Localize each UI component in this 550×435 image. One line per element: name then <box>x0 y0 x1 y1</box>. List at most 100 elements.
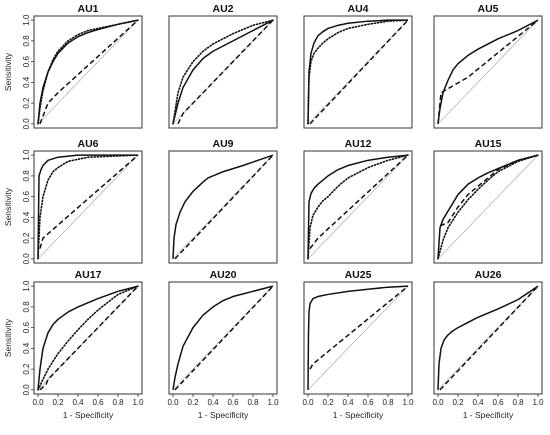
panel-title: AU12 <box>345 138 372 150</box>
roc-curve-solid <box>437 154 539 259</box>
panel-title: AU15 <box>475 138 502 150</box>
plot-frame <box>33 150 143 264</box>
x-axis-label: 1 - Specificity <box>198 410 249 420</box>
chance-diagonal-line <box>172 19 274 125</box>
x-tick-label: 0.6 <box>92 398 104 407</box>
plot-frame <box>168 150 278 264</box>
panel-title: AU25 <box>345 269 372 281</box>
x-axis-label: 1 - Specificity <box>333 410 384 420</box>
roc-curve-dashed <box>39 19 139 125</box>
y-tick-label: 0.4 <box>22 211 31 223</box>
chance-diagonal-line <box>172 154 274 260</box>
plot-frame <box>433 150 543 264</box>
y-tick-label: 0.2 <box>22 363 31 375</box>
roc-curve-dotted <box>437 154 539 260</box>
chance-diagonal-line <box>172 285 274 391</box>
chance-diagonal-line <box>37 154 139 260</box>
roc-curve-dotted <box>37 19 139 125</box>
chance-diagonal-line <box>437 154 539 260</box>
roc-curve-dotted <box>307 154 409 260</box>
y-axis-label: Sensitivity <box>3 318 13 357</box>
roc-panel-au1: AU1 0.0 0.2 0.4 0.6 0.8 1.0 Sensitivity <box>3 3 143 130</box>
y-tick-label: 0.2 <box>22 97 31 109</box>
x-tick-label: 1.0 <box>532 398 544 407</box>
x-tick-label: 1.0 <box>267 398 279 407</box>
roc-curve-solid <box>37 154 138 259</box>
x-tick-label: 0.0 <box>32 398 44 407</box>
roc-curve-dashed <box>174 285 274 391</box>
y-axis-label: Sensitivity <box>3 52 13 91</box>
x-tick-label: 0.6 <box>362 398 374 407</box>
roc-curve-dotted <box>307 19 409 125</box>
roc-curve-solid <box>172 285 274 390</box>
panel-title: AU26 <box>475 269 502 281</box>
x-tick-label: 0.8 <box>512 398 524 407</box>
roc-curve-solid <box>172 154 274 259</box>
x-tick-label: 0.2 <box>187 398 199 407</box>
x-tick-label: 0.4 <box>72 398 84 407</box>
panel-title: AU9 <box>212 138 233 150</box>
panel-title: AU6 <box>77 138 98 150</box>
plot-frame <box>168 15 278 129</box>
roc-curve-dashed <box>309 19 409 125</box>
roc-curve-dotted <box>172 19 274 125</box>
y-tick-label: 0.2 <box>22 232 31 244</box>
x-axis-label: 1 - Specificity <box>463 410 514 420</box>
y-tick-label: 1.0 <box>22 280 31 292</box>
plot-frame <box>433 281 543 395</box>
chance-diagonal-line <box>37 285 139 391</box>
roc-panel-au15: AU15 <box>433 138 543 264</box>
panel-title: AU4 <box>347 3 368 15</box>
roc-curve-solid <box>37 285 139 390</box>
y-axis-label: Sensitivity <box>3 187 13 226</box>
roc-curve-solid <box>307 19 408 124</box>
x-tick-label: 0.8 <box>112 398 124 407</box>
roc-panel-au4: AU4 <box>303 3 413 129</box>
roc-curve-dashed <box>39 154 139 249</box>
plot-frame <box>168 281 278 395</box>
roc-curve-dotted <box>37 285 139 391</box>
roc-panel-au2: AU2 <box>168 3 278 129</box>
y-tick-label: 0.6 <box>22 322 31 334</box>
x-tick-label: 0.0 <box>302 398 314 407</box>
x-tick-label: 0.4 <box>472 398 484 407</box>
x-tick-label: 0.6 <box>227 398 239 407</box>
roc-panel-au17: AU17 0.0 0.2 0.4 0.6 0.8 1.0 Sensitivity 0.0 0.2 0… <box>3 269 144 420</box>
x-tick-label: 0.8 <box>247 398 259 407</box>
y-tick-label: 0.8 <box>22 170 31 182</box>
y-tick-label: 0.0 <box>22 118 31 130</box>
y-tick-label: 0.8 <box>22 35 31 47</box>
roc-curve-dotted <box>37 154 139 260</box>
panel-title: AU17 <box>75 269 102 281</box>
chance-diagonal-line <box>307 19 409 125</box>
chance-diagonal-line <box>437 19 539 125</box>
roc-curve-solid <box>437 19 539 124</box>
roc-panel-au9: AU9 <box>168 138 278 264</box>
roc-panel-au25: AU25 0.0 0.2 0.4 0.6 0.8 1.0 1 - Specificity <box>302 269 414 420</box>
roc-panel-au6: AU6 0.0 0.2 0.4 0.6 0.8 1.0 Sensitivity <box>3 138 143 264</box>
x-tick-label: 0.8 <box>382 398 394 407</box>
plot-frame <box>303 281 413 395</box>
roc-curve-dashed <box>309 154 409 249</box>
x-tick-label: 0.2 <box>322 398 334 407</box>
x-tick-label: 1.0 <box>402 398 414 407</box>
roc-curve-solid <box>307 285 409 390</box>
roc-curve-dashed <box>309 285 409 370</box>
plot-frame <box>303 15 413 129</box>
roc-curve-solid <box>172 19 274 125</box>
roc-curve-dashed <box>439 285 539 391</box>
plot-frame <box>33 281 143 395</box>
roc-curve-dashed <box>177 19 274 125</box>
roc-panel-au5: AU5 <box>433 3 543 129</box>
y-tick-label: 1.0 <box>22 149 31 161</box>
x-tick-label: 0.0 <box>167 398 179 407</box>
y-tick-label: 0.6 <box>22 56 31 68</box>
x-tick-label: 0.2 <box>52 398 64 407</box>
roc-curve-solid <box>307 154 409 259</box>
panel-title: AU20 <box>210 269 237 281</box>
roc-curve-solid <box>37 19 139 124</box>
chance-diagonal-line <box>37 19 139 125</box>
roc-curve-dashed <box>39 285 139 391</box>
panel-title: AU5 <box>477 3 498 15</box>
y-tick-label: 0.8 <box>22 301 31 313</box>
